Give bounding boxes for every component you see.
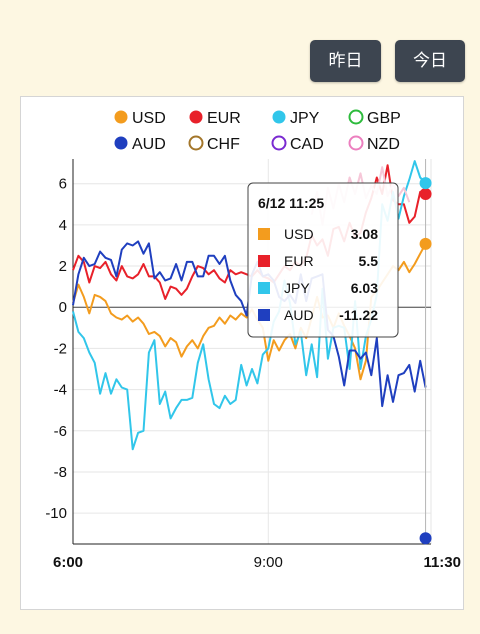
- y-tick-label: -4: [54, 382, 67, 399]
- legend-marker-jpy[interactable]: [272, 110, 286, 124]
- y-tick-label: 0: [59, 299, 67, 316]
- tooltip-swatch-eur: [258, 255, 270, 267]
- y-tick-label: 4: [59, 217, 67, 234]
- legend-label-usd[interactable]: USD: [132, 110, 166, 127]
- series-endpoint-jpy: [419, 177, 432, 190]
- today-button[interactable]: 今日: [395, 40, 465, 82]
- series-endpoint-aud: [419, 532, 432, 545]
- tooltip-value-jpy: 6.03: [351, 280, 378, 296]
- tooltip-title: 6/12 11:25: [258, 195, 324, 211]
- legend-label-nzd[interactable]: NZD: [367, 136, 400, 153]
- series-endpoint-usd: [419, 237, 432, 250]
- y-tick-label: -8: [54, 464, 67, 481]
- legend-marker-nzd[interactable]: [348, 135, 364, 151]
- tooltip-value-eur: 5.5: [359, 253, 379, 269]
- yesterday-button[interactable]: 昨日: [310, 40, 381, 82]
- chart-card: 6 4 2 0 -2 -4 -6 -8 -10 6:00 9:00 11:30 USD EUR JPY GBP…: [20, 96, 464, 610]
- y-tick-label: -6: [54, 423, 67, 440]
- y-tick-label: 2: [59, 258, 67, 275]
- tooltip-swatch-usd: [258, 228, 270, 240]
- x-tick-label: 6:00: [53, 554, 83, 571]
- tooltip-value-aud: -11.22: [339, 307, 378, 323]
- tooltip-label-jpy: JPY: [284, 280, 310, 296]
- tooltip-label-aud: AUD: [284, 307, 314, 323]
- legend-label-eur[interactable]: EUR: [207, 110, 241, 127]
- fx-strength-chart[interactable]: 6 4 2 0 -2 -4 -6 -8 -10 6:00 9:00 11:30 USD EUR JPY GBP…: [21, 97, 463, 609]
- tooltip-label-eur: EUR: [284, 253, 314, 269]
- legend-label-aud[interactable]: AUD: [132, 136, 166, 153]
- tooltip-swatch-jpy: [258, 282, 270, 294]
- legend-marker-eur[interactable]: [189, 110, 203, 124]
- legend-marker-cad[interactable]: [271, 135, 287, 151]
- legend-label-cad[interactable]: CAD: [290, 136, 324, 153]
- y-tick-label: 6: [59, 176, 67, 193]
- tooltip-label-usd: USD: [284, 226, 314, 242]
- legend-marker-chf[interactable]: [188, 135, 204, 151]
- series-endpoint-eur: [419, 188, 432, 200]
- y-tick-label: -2: [54, 340, 67, 357]
- legend-marker-aud[interactable]: [114, 136, 128, 150]
- x-tick-label: 9:00: [254, 554, 283, 571]
- tooltip-swatch-aud: [258, 309, 270, 321]
- legend-label-jpy[interactable]: JPY: [290, 110, 320, 127]
- legend-label-gbp[interactable]: GBP: [367, 110, 401, 127]
- x-tick-label: 11:30: [423, 554, 461, 571]
- tooltip-value-usd: 3.08: [351, 226, 378, 242]
- y-tick-label: -10: [45, 505, 67, 522]
- legend-marker-gbp[interactable]: [348, 109, 364, 125]
- legend-marker-usd[interactable]: [114, 110, 128, 124]
- legend-label-chf[interactable]: CHF: [207, 136, 240, 153]
- tooltip-box: [247, 182, 399, 338]
